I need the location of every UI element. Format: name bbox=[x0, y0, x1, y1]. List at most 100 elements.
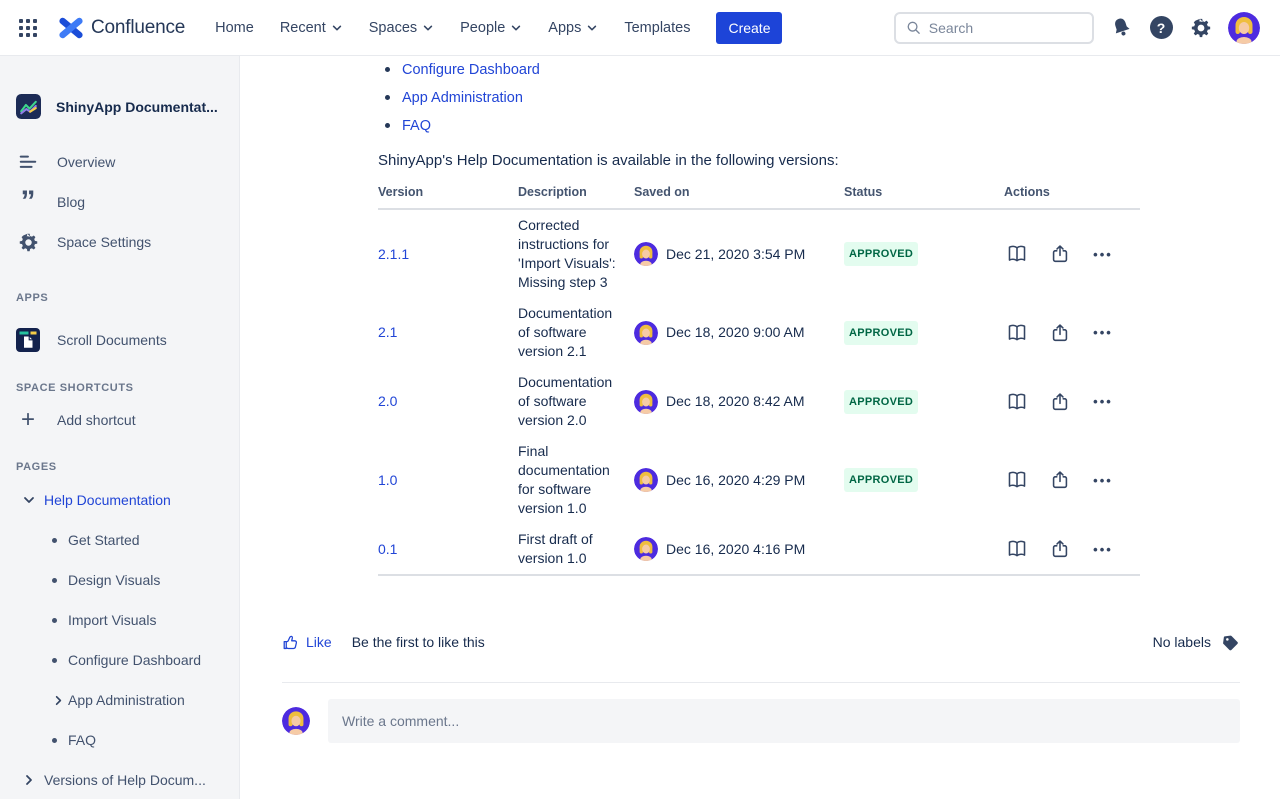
column-header-description: Description bbox=[518, 185, 634, 209]
settings-button[interactable] bbox=[1188, 15, 1214, 41]
sidebar-page-import-visuals[interactable]: Import Visuals bbox=[16, 600, 231, 640]
version-link[interactable]: 1.0 bbox=[378, 472, 397, 488]
sidebar-item-overview[interactable]: Overview bbox=[16, 142, 231, 182]
ellipsis-icon: ••• bbox=[1093, 394, 1113, 409]
saved-on-date: Dec 16, 2020 4:29 PM bbox=[666, 471, 805, 490]
status-badge: APPROVED bbox=[844, 242, 918, 266]
like-button[interactable]: Like bbox=[282, 634, 332, 651]
confluence-logo[interactable]: Confluence bbox=[58, 16, 185, 40]
search-box[interactable] bbox=[894, 12, 1094, 44]
nav-recent[interactable]: Recent bbox=[280, 20, 343, 36]
more-actions-button[interactable]: ••• bbox=[1090, 536, 1116, 562]
sidebar-item-space-settings[interactable]: Space Settings bbox=[16, 222, 231, 262]
topnav-right: ? bbox=[894, 12, 1260, 44]
apps-section-label: APPS bbox=[16, 292, 231, 304]
user-avatar bbox=[634, 468, 658, 492]
version-link[interactable]: 2.0 bbox=[378, 393, 397, 409]
bullet-icon bbox=[385, 67, 390, 72]
bell-icon bbox=[1110, 16, 1133, 39]
version-description: Final documentation for software version… bbox=[518, 436, 634, 524]
page-content: Configure Dashboard App Administration F… bbox=[240, 56, 1280, 799]
gear-icon bbox=[16, 232, 40, 253]
export-button[interactable] bbox=[1047, 536, 1073, 562]
nav-apps[interactable]: Apps bbox=[548, 20, 598, 36]
toc-link-configure-dashboard[interactable]: Configure Dashboard bbox=[402, 62, 540, 78]
sidebar-page-faq[interactable]: FAQ bbox=[16, 720, 231, 760]
export-button[interactable] bbox=[1047, 320, 1073, 346]
bullet-icon bbox=[52, 538, 68, 543]
scroll-documents-icon bbox=[16, 328, 40, 352]
question-mark-icon: ? bbox=[1150, 16, 1173, 39]
chevron-down-icon bbox=[586, 22, 598, 34]
plus-icon: + bbox=[16, 410, 40, 430]
ellipsis-icon: ••• bbox=[1093, 473, 1113, 488]
profile-button[interactable] bbox=[1228, 12, 1260, 44]
labels-group: No labels bbox=[1153, 633, 1240, 651]
book-icon bbox=[1006, 243, 1028, 265]
export-button[interactable] bbox=[1047, 389, 1073, 415]
confluence-app: Confluence Home Recent Spaces People App… bbox=[0, 0, 1280, 799]
versions-table: Version Description Saved on Status Acti… bbox=[378, 185, 1140, 576]
sidebar-page-configure-dashboard[interactable]: Configure Dashboard bbox=[16, 640, 231, 680]
comment-section bbox=[282, 699, 1240, 743]
space-title: ShinyApp Documentat... bbox=[56, 99, 218, 115]
toc-link-faq[interactable]: FAQ bbox=[402, 118, 431, 134]
table-row: 0.1 First draft of version 1.0 Dec 16, 2… bbox=[378, 524, 1140, 575]
intro-text: ShinyApp's Help Documentation is availab… bbox=[378, 152, 1140, 169]
more-actions-button[interactable]: ••• bbox=[1090, 389, 1116, 415]
user-avatar bbox=[634, 537, 658, 561]
primary-nav: Home Recent Spaces People Apps Templates bbox=[215, 20, 690, 36]
sidebar-page-help-documentation[interactable]: Help Documentation bbox=[16, 480, 231, 520]
nav-templates[interactable]: Templates bbox=[624, 20, 690, 36]
version-link[interactable]: 0.1 bbox=[378, 541, 397, 557]
read-view-button[interactable] bbox=[1004, 389, 1030, 415]
sidebar-page-versions-of-help-doc[interactable]: Versions of Help Docum... bbox=[16, 760, 231, 799]
list-item: App Administration bbox=[378, 84, 1140, 112]
read-view-button[interactable] bbox=[1004, 320, 1030, 346]
user-avatar bbox=[282, 707, 310, 735]
user-avatar bbox=[634, 390, 658, 414]
share-icon bbox=[1049, 538, 1071, 560]
nav-people[interactable]: People bbox=[460, 20, 522, 36]
app-switcher-button[interactable] bbox=[14, 14, 42, 42]
add-label-button[interactable] bbox=[1222, 633, 1240, 651]
toc-link-app-administration[interactable]: App Administration bbox=[402, 90, 523, 106]
sidebar-item-blog[interactable]: ” Blog bbox=[16, 182, 231, 222]
export-button[interactable] bbox=[1047, 241, 1073, 267]
help-button[interactable]: ? bbox=[1148, 15, 1174, 41]
sidebar-item-scroll-documents[interactable]: Scroll Documents bbox=[16, 320, 231, 360]
create-button[interactable]: Create bbox=[716, 12, 782, 44]
table-row: 2.0 Documentation of software version 2.… bbox=[378, 367, 1140, 436]
user-avatar bbox=[1228, 12, 1260, 44]
user-avatar bbox=[634, 242, 658, 266]
search-input[interactable] bbox=[929, 20, 1082, 36]
version-link[interactable]: 2.1 bbox=[378, 324, 397, 340]
user-avatar bbox=[634, 321, 658, 345]
nav-home[interactable]: Home bbox=[215, 20, 254, 36]
sidebar-page-get-started[interactable]: Get Started bbox=[16, 520, 231, 560]
read-view-button[interactable] bbox=[1004, 467, 1030, 493]
confluence-mark-icon bbox=[58, 16, 84, 40]
read-view-button[interactable] bbox=[1004, 536, 1030, 562]
version-description: Documentation of software version 2.0 bbox=[518, 367, 634, 436]
nav-spaces[interactable]: Spaces bbox=[369, 20, 434, 36]
more-actions-button[interactable]: ••• bbox=[1090, 467, 1116, 493]
space-header[interactable]: ShinyApp Documentat... bbox=[16, 94, 231, 119]
sidebar-page-app-administration[interactable]: App Administration bbox=[16, 680, 231, 720]
bullet-icon bbox=[385, 95, 390, 100]
read-view-button[interactable] bbox=[1004, 241, 1030, 267]
status-badge: APPROVED bbox=[844, 468, 918, 492]
bullet-icon bbox=[52, 578, 68, 583]
export-button[interactable] bbox=[1047, 467, 1073, 493]
comment-input[interactable] bbox=[328, 699, 1240, 743]
column-header-version: Version bbox=[378, 185, 518, 209]
notifications-button[interactable] bbox=[1108, 15, 1134, 41]
version-link[interactable]: 2.1.1 bbox=[378, 246, 409, 262]
chevron-right-icon bbox=[22, 773, 36, 787]
add-shortcut-button[interactable]: + Add shortcut bbox=[16, 400, 231, 440]
column-header-actions: Actions bbox=[1004, 185, 1140, 209]
more-actions-button[interactable]: ••• bbox=[1090, 241, 1116, 267]
sidebar-page-design-visuals[interactable]: Design Visuals bbox=[16, 560, 231, 600]
saved-on-date: Dec 18, 2020 9:00 AM bbox=[666, 323, 805, 342]
more-actions-button[interactable]: ••• bbox=[1090, 320, 1116, 346]
